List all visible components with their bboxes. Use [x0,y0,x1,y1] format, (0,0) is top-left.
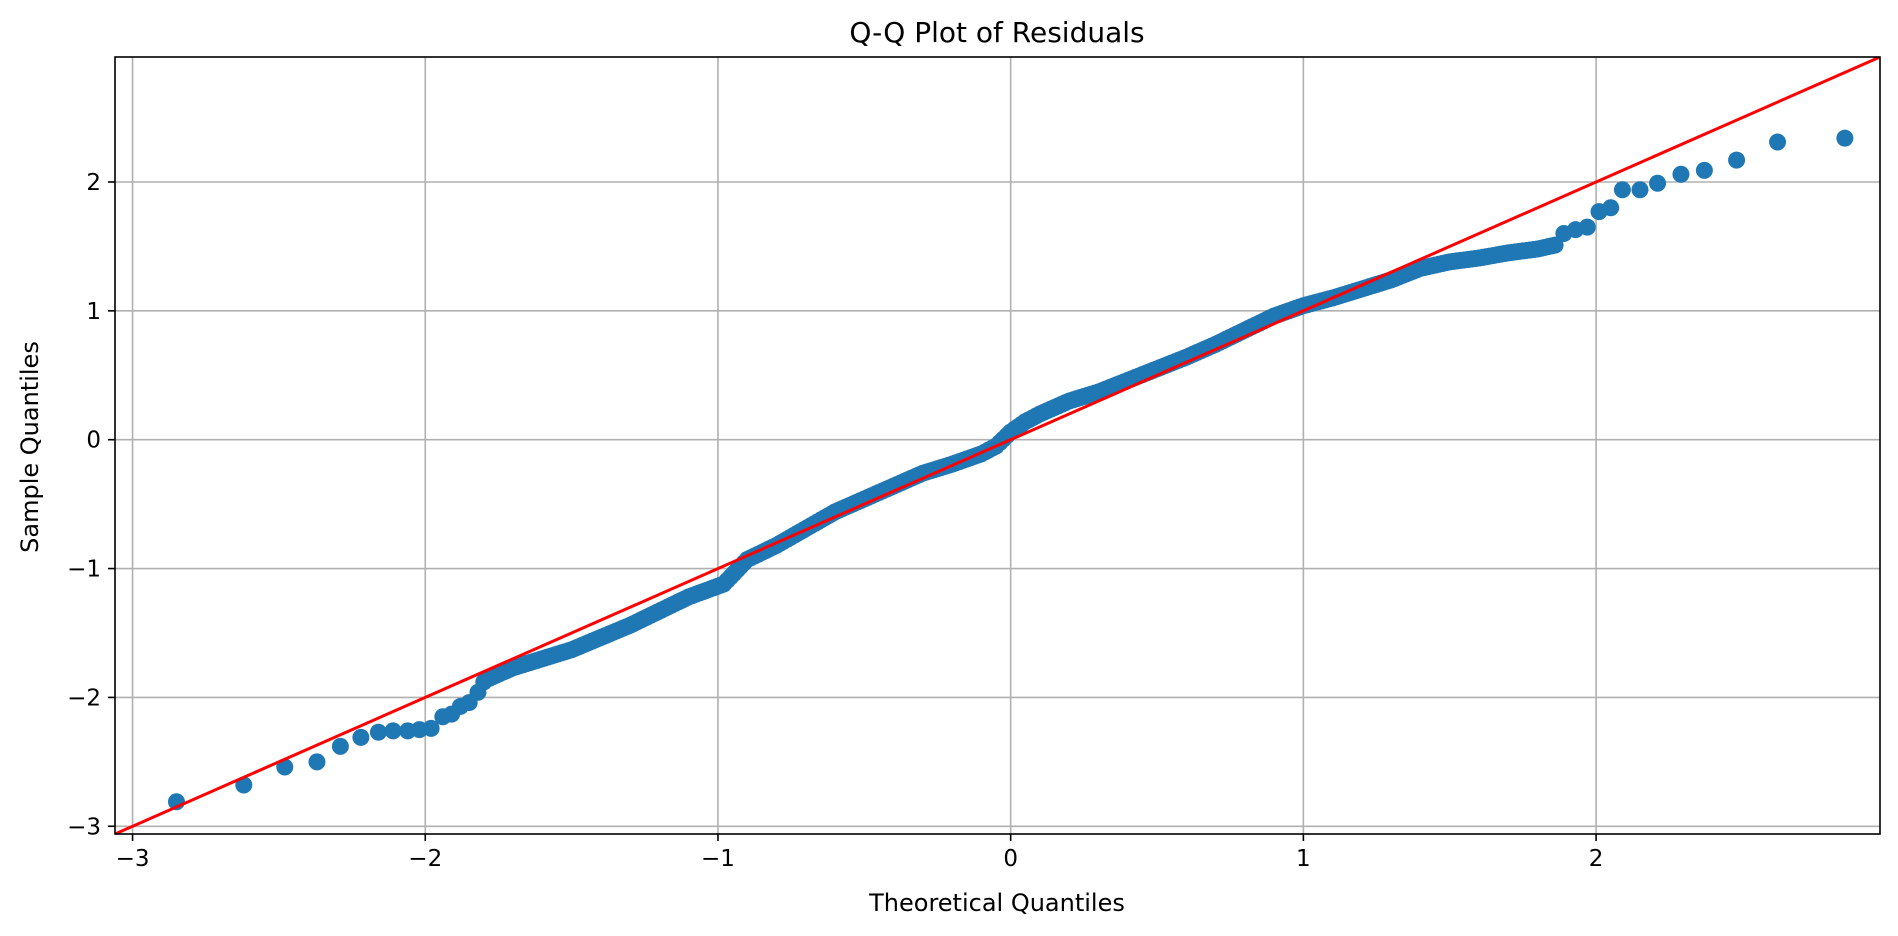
x-grid-lines [131,57,1597,834]
qq-point [1578,218,1596,236]
y-tick-label: 2 [86,170,101,196]
qq-point [1649,174,1667,192]
qq-point [422,719,440,737]
qq-point [1728,151,1746,169]
qq-point [308,753,326,771]
y-tick-label: 1 [86,299,101,325]
x-tick-label: −2 [408,846,442,872]
qq-point [1613,181,1631,199]
y-tick-label: −1 [67,557,101,583]
y-axis-label: Sample Quantiles [16,341,44,553]
qq-point [369,723,387,741]
plot-frame [114,56,1881,835]
x-tick-label: 0 [1003,846,1018,872]
qq-point [1836,129,1854,147]
qq-point [1695,161,1713,179]
qq-point [1602,199,1620,217]
qq-point [1546,236,1564,254]
y-tick-label: −3 [67,814,101,840]
qq-point [1672,165,1690,183]
qq-point [352,728,370,746]
x-tick-label: 1 [1296,846,1311,872]
x-axis-ticks: −3 −2 −1 0 1 2 [116,834,1604,872]
chart-title: Q-Q Plot of Residuals [849,16,1144,49]
qq-point [384,722,402,740]
y-axis-ticks: −3 −2 −1 0 1 2 [67,170,115,840]
x-tick-label: −3 [116,846,150,872]
qq-point [481,669,499,687]
y-tick-label: −2 [67,685,101,711]
x-tick-label: −1 [701,846,735,872]
x-axis-label: Theoretical Quantiles [868,889,1125,917]
x-tick-label: 2 [1589,846,1604,872]
qq-point [1769,133,1787,151]
y-tick-label: 0 [86,428,101,454]
qq-point [331,737,349,755]
qq-point [1631,181,1649,199]
reference-line [115,57,1880,834]
